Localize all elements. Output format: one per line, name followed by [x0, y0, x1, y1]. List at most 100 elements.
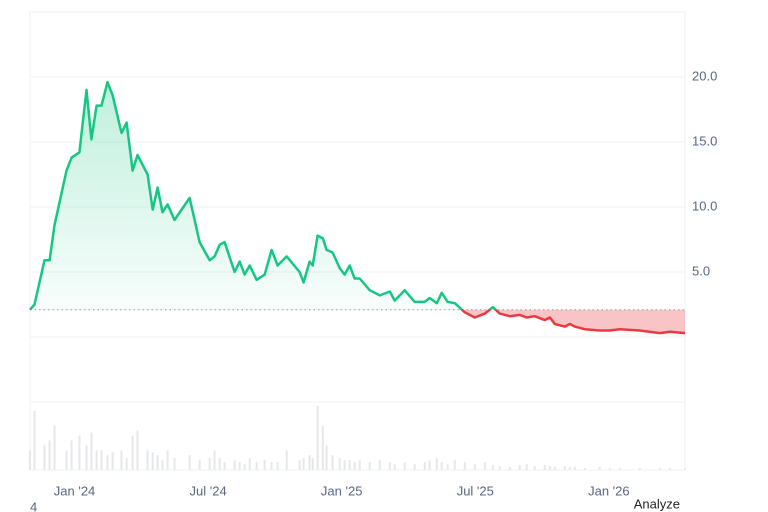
volume-bar	[233, 460, 236, 470]
volume-bar	[218, 458, 221, 470]
volume-bar	[423, 462, 426, 470]
volume-bar	[243, 464, 246, 470]
volume-bar	[302, 458, 305, 470]
volume-bar	[440, 462, 443, 470]
volume-bar	[85, 445, 88, 470]
volume-bar	[223, 462, 226, 470]
volume-bar	[368, 462, 371, 470]
volume-bar	[136, 430, 139, 470]
volume-bar	[48, 440, 51, 470]
volume-bar	[298, 460, 301, 470]
corner-label: 4	[30, 499, 37, 512]
volume-bar	[106, 455, 109, 470]
volume-bar	[90, 432, 93, 470]
volume-bar	[568, 467, 571, 470]
volume-bar	[446, 464, 449, 470]
volume-bar	[343, 460, 346, 470]
volume-bar	[53, 425, 56, 470]
volume-bar	[453, 460, 456, 470]
volume-bar	[131, 435, 134, 470]
volume-bar	[100, 450, 103, 470]
x-tick-label: Jan '25	[321, 483, 363, 498]
volume-bar	[573, 467, 576, 470]
volume-bar	[173, 458, 176, 470]
volume-bar	[358, 460, 361, 470]
volume-bar	[413, 464, 416, 470]
volume-bar	[543, 465, 546, 470]
volume-bar	[146, 450, 149, 470]
y-tick-label: 10.0	[692, 198, 717, 213]
volume-bar	[583, 468, 586, 470]
volume-bar	[255, 462, 258, 470]
x-tick-label: Jan '26	[588, 483, 630, 498]
volume-bar	[276, 462, 279, 470]
volume-bar	[338, 458, 341, 470]
volume-bar	[378, 460, 381, 470]
y-tick-label: 5.0	[692, 263, 710, 278]
volume-bar	[78, 435, 81, 470]
volume-bar	[188, 455, 191, 470]
x-tick-label: Jul '25	[457, 483, 494, 498]
volume-bar	[618, 468, 621, 470]
volume-bar	[668, 468, 671, 470]
volume-bar	[508, 467, 511, 470]
volume-bar	[563, 466, 566, 470]
volume-bar	[428, 460, 431, 470]
volume-bar	[270, 462, 273, 470]
volume-bar	[463, 462, 466, 470]
volume-bar	[43, 445, 46, 470]
volume-bar	[208, 458, 211, 470]
volume-bar	[125, 458, 128, 470]
volume-bar	[548, 466, 551, 470]
volume-bar	[156, 455, 159, 470]
y-tick-label: 15.0	[692, 133, 717, 148]
volume-bar	[638, 468, 641, 470]
volume-bar	[435, 458, 438, 470]
volume-bar	[308, 455, 311, 470]
volume-bar	[331, 455, 334, 470]
volume-bar	[658, 468, 661, 470]
x-tick-label: Jul '24	[190, 483, 227, 498]
volume-bar	[248, 458, 251, 470]
volume-bar	[95, 450, 98, 470]
volume-bar	[285, 450, 288, 470]
volume-bar	[518, 465, 521, 470]
volume-bar	[213, 450, 216, 470]
volume-bar	[70, 440, 73, 470]
volume-bar	[473, 464, 476, 470]
volume-bar	[198, 460, 201, 470]
volume-bar	[263, 460, 266, 470]
volume-bar	[608, 468, 611, 470]
volume-bar	[684, 468, 686, 470]
volume-bar	[321, 425, 324, 470]
volume-bar	[348, 460, 351, 470]
x-tick-label: Jan '24	[54, 483, 96, 498]
volume-bar	[161, 460, 164, 470]
volume-bar	[388, 462, 391, 470]
price-line	[29, 80, 686, 335]
volume-bar	[353, 462, 356, 470]
volume-bar	[316, 406, 319, 470]
volume-bar	[498, 466, 501, 470]
volume-bar	[491, 465, 494, 470]
volume-bar	[238, 462, 241, 470]
volume-bar	[111, 452, 114, 470]
volume-bar	[483, 462, 486, 470]
volume-bar	[393, 464, 396, 470]
volume-bar	[166, 450, 169, 470]
volume-bar	[533, 466, 536, 470]
volume-bar	[325, 445, 328, 470]
volume-bar	[29, 450, 31, 470]
volume-bar	[553, 467, 556, 470]
volume-bar	[120, 450, 123, 470]
y-tick-label: 20.0	[692, 68, 717, 83]
volume-bar	[598, 467, 601, 470]
volume-bar	[65, 450, 68, 470]
volume-bar	[151, 452, 154, 470]
volume-bar	[525, 464, 528, 470]
volume-bar	[311, 458, 314, 470]
analyze-button[interactable]: Analyze	[634, 496, 680, 511]
price-area	[30, 82, 685, 334]
volume-bar	[403, 462, 406, 470]
